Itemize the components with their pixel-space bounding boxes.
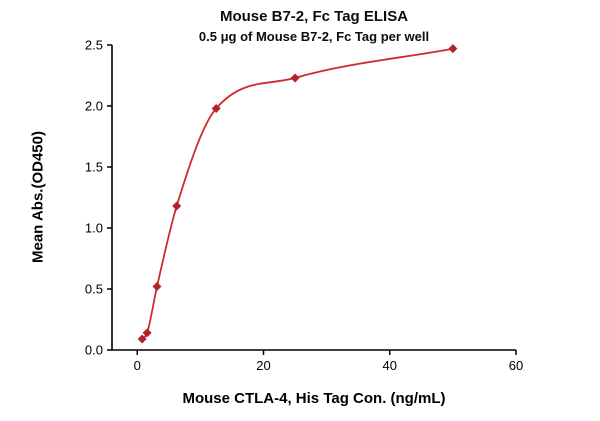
y-tick-label: 2.0 bbox=[85, 99, 103, 114]
data-points bbox=[137, 44, 458, 344]
y-tick-label: 0.5 bbox=[85, 282, 103, 297]
fit-curve bbox=[141, 47, 454, 340]
x-axis-label: Mouse CTLA-4, His Tag Con. (ng/mL) bbox=[182, 390, 446, 407]
y-tick-label: 1.0 bbox=[85, 221, 103, 236]
data-point-marker bbox=[448, 44, 458, 54]
data-point-marker bbox=[172, 201, 182, 211]
x-tick-label: 60 bbox=[509, 358, 523, 373]
data-point-marker bbox=[152, 282, 162, 292]
data-point-marker bbox=[211, 103, 221, 113]
data-point-marker bbox=[290, 73, 300, 83]
x-tick-label: 0 bbox=[134, 358, 141, 373]
y-tick-label: 2.5 bbox=[85, 38, 103, 53]
axes bbox=[111, 45, 516, 351]
y-tick-label: 0.0 bbox=[85, 343, 103, 358]
x-tick-label: 20 bbox=[256, 358, 270, 373]
data-point-marker bbox=[142, 328, 152, 338]
y-tick-label: 1.5 bbox=[85, 160, 103, 175]
chart-title: Mouse B7-2, Fc Tag ELISA bbox=[219, 8, 409, 25]
data-point-marker bbox=[137, 334, 147, 344]
x-tick-label: 40 bbox=[383, 358, 397, 373]
chart-subtitle: 0.5 μg of Mouse B7-2, Fc Tag per well bbox=[198, 29, 430, 44]
